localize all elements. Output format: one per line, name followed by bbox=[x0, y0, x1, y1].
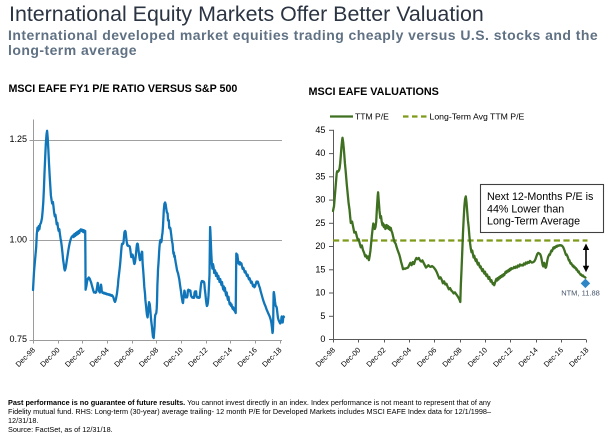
svg-text:5: 5 bbox=[320, 311, 325, 321]
svg-text:30: 30 bbox=[315, 195, 325, 205]
svg-text:Dec-06: Dec-06 bbox=[112, 346, 135, 369]
svg-text:TTM P/E: TTM P/E bbox=[355, 112, 389, 122]
svg-text:0.75: 0.75 bbox=[9, 334, 27, 344]
svg-text:Dec-04: Dec-04 bbox=[88, 346, 111, 369]
svg-text:25: 25 bbox=[315, 218, 325, 228]
svg-text:Dec-06: Dec-06 bbox=[415, 346, 438, 369]
svg-text:40: 40 bbox=[315, 148, 325, 158]
svg-text:Dec-18: Dec-18 bbox=[260, 346, 283, 369]
svg-text:Long-Term Average: Long-Term Average bbox=[487, 216, 580, 228]
svg-text:Dec-10: Dec-10 bbox=[162, 346, 185, 369]
svg-text:0: 0 bbox=[320, 334, 325, 344]
svg-text:1.25: 1.25 bbox=[9, 134, 27, 144]
svg-text:Dec-08: Dec-08 bbox=[440, 346, 463, 369]
svg-text:44% Lower than: 44% Lower than bbox=[487, 203, 564, 215]
svg-text:35: 35 bbox=[315, 171, 325, 181]
svg-text:Next 12-Months P/E is: Next 12-Months P/E is bbox=[487, 191, 593, 203]
svg-text:Dec-02: Dec-02 bbox=[364, 346, 387, 369]
svg-text:45: 45 bbox=[315, 125, 325, 135]
svg-text:Dec-00: Dec-00 bbox=[38, 346, 61, 369]
svg-text:Dec-98: Dec-98 bbox=[14, 346, 37, 369]
svg-text:Dec-12: Dec-12 bbox=[186, 346, 209, 369]
svg-text:Dec-18: Dec-18 bbox=[567, 346, 590, 369]
svg-text:Dec-16: Dec-16 bbox=[542, 346, 565, 369]
svg-text:Dec-14: Dec-14 bbox=[211, 346, 234, 369]
svg-text:NTM, 11.88: NTM, 11.88 bbox=[561, 289, 600, 298]
svg-text:Dec-04: Dec-04 bbox=[390, 346, 413, 369]
svg-text:Long-Term Avg TTM P/E: Long-Term Avg TTM P/E bbox=[430, 112, 525, 122]
svg-text:Dec-02: Dec-02 bbox=[63, 346, 86, 369]
svg-text:Dec-08: Dec-08 bbox=[137, 346, 160, 369]
svg-text:Dec-14: Dec-14 bbox=[517, 346, 540, 369]
svg-text:Dec-16: Dec-16 bbox=[236, 346, 259, 369]
svg-text:15: 15 bbox=[315, 264, 325, 274]
svg-text:10: 10 bbox=[315, 288, 325, 298]
svg-text:20: 20 bbox=[315, 241, 325, 251]
svg-text:Dec-10: Dec-10 bbox=[466, 346, 489, 369]
svg-text:1.00: 1.00 bbox=[9, 234, 27, 244]
svg-text:Dec-12: Dec-12 bbox=[491, 346, 514, 369]
svg-text:Dec-98: Dec-98 bbox=[314, 346, 337, 369]
svg-text:Dec-00: Dec-00 bbox=[339, 346, 362, 369]
